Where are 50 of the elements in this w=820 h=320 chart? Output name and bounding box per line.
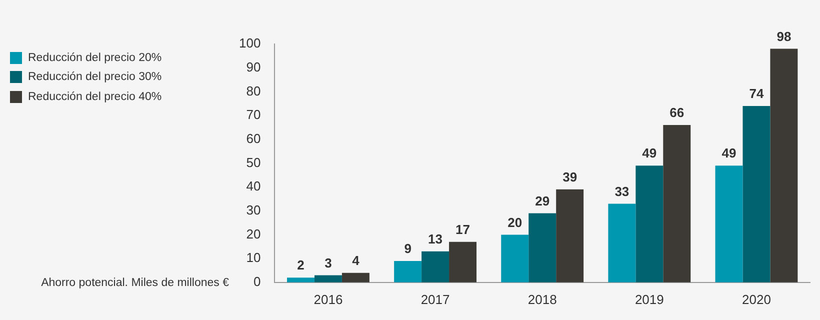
legend-label: Reducción del precio 30% bbox=[28, 71, 162, 84]
x-tick-label: 2016 bbox=[314, 292, 343, 307]
y-tick-label: 70 bbox=[246, 107, 261, 122]
data-label: 13 bbox=[428, 231, 443, 246]
data-label: 33 bbox=[614, 184, 630, 199]
y-tick-label: 40 bbox=[246, 178, 261, 194]
data-label: 66 bbox=[670, 105, 684, 120]
x-tick-label: 2019 bbox=[634, 292, 664, 307]
data-label: 4 bbox=[352, 252, 360, 268]
data-label: 98 bbox=[776, 28, 792, 44]
bar bbox=[742, 106, 770, 282]
data-label: 3 bbox=[324, 255, 332, 270]
data-label: 39 bbox=[562, 170, 578, 184]
bar bbox=[663, 125, 691, 282]
data-label: 49 bbox=[642, 146, 657, 161]
data-label: 2 bbox=[297, 258, 304, 273]
bar bbox=[449, 242, 476, 282]
y-tick-label: 10 bbox=[246, 250, 261, 266]
bar bbox=[314, 275, 342, 282]
bar bbox=[608, 204, 636, 282]
x-tick-label: 2017 bbox=[420, 292, 450, 307]
bar bbox=[342, 272, 370, 282]
y-tick-label: 90 bbox=[246, 59, 261, 74]
bar bbox=[501, 234, 529, 282]
legend-label: Reducción del precio 20% bbox=[28, 52, 162, 64]
data-label: 17 bbox=[456, 222, 470, 237]
y-tick-label: 0 bbox=[253, 274, 261, 289]
x-tick-label: 2020 bbox=[742, 292, 771, 307]
y-tick-label: 30 bbox=[246, 202, 261, 218]
y-tick-label: 50 bbox=[246, 154, 261, 170]
bar bbox=[528, 213, 556, 282]
bar bbox=[636, 166, 664, 282]
data-label: 20 bbox=[508, 214, 522, 230]
data-label: 49 bbox=[722, 146, 736, 161]
data-label: 9 bbox=[404, 241, 412, 256]
bar bbox=[770, 48, 798, 282]
x-tick-label: 2018 bbox=[528, 292, 557, 307]
bar bbox=[394, 260, 422, 282]
data-label: 29 bbox=[535, 193, 550, 208]
bar bbox=[422, 251, 450, 282]
y-axis-title: Ahorro potencial. Miles de millones € bbox=[41, 277, 229, 289]
y-tick-label: 60 bbox=[246, 130, 261, 146]
y-tick-label: 20 bbox=[246, 226, 261, 242]
legend-label: Reducción del precio 40% bbox=[28, 90, 162, 103]
y-tick-label: 100 bbox=[238, 36, 261, 51]
bar bbox=[556, 189, 584, 282]
y-tick-label: 80 bbox=[246, 83, 261, 98]
bar bbox=[715, 166, 743, 282]
data-label: 74 bbox=[749, 86, 764, 102]
bar bbox=[287, 278, 314, 282]
